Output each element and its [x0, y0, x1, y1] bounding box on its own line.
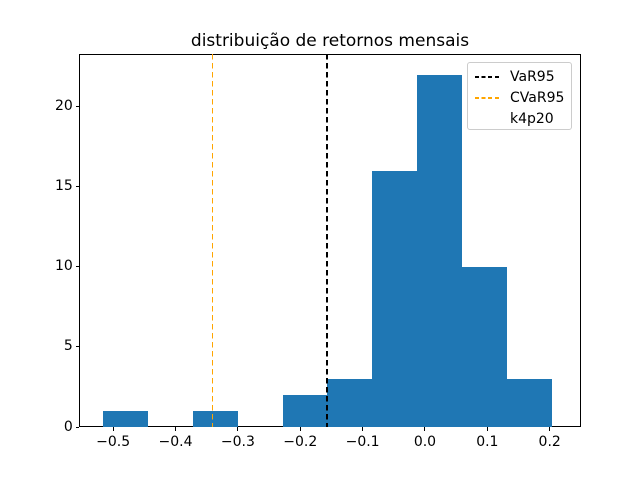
x-tick-label: −0.4 [158, 434, 193, 450]
var95-line [326, 53, 328, 427]
legend-label: CVaR95 [510, 89, 565, 106]
dashed-line-icon [475, 75, 500, 78]
y-tick-label: 10 [54, 258, 73, 275]
y-tick-label: 5 [63, 338, 73, 355]
y-tick-mark [75, 426, 80, 428]
x-tick-label: −0.5 [96, 434, 131, 450]
y-tick-mark [75, 346, 80, 348]
x-tick-label: −0.3 [220, 434, 255, 450]
dashed-line-icon [475, 96, 500, 99]
x-tick-label: 0.2 [538, 434, 561, 450]
x-tick-label: −0.1 [345, 434, 380, 450]
histogram-bar [327, 378, 373, 427]
legend-entry: CVaR95 [468, 87, 571, 108]
x-tick-mark [299, 427, 301, 431]
histogram-bar [417, 74, 463, 427]
y-tick-mark [75, 106, 80, 108]
legend-entry: VaR95 [468, 66, 571, 87]
x-tick-mark [549, 427, 551, 431]
histogram-bar [282, 394, 328, 427]
chart-title: distribuição de retornos mensais [190, 31, 470, 51]
x-tick-label: 0.0 [413, 434, 437, 450]
cvar95-line [211, 53, 214, 427]
x-tick-mark [486, 427, 488, 431]
x-tick-mark [112, 427, 114, 431]
x-tick-label: −0.2 [283, 434, 318, 450]
legend-label: VaR95 [510, 68, 555, 85]
legend-blank-handle [475, 118, 500, 120]
x-tick-mark [362, 427, 364, 431]
legend-entry: k4p20 [468, 108, 571, 129]
legend-label: k4p20 [510, 110, 554, 127]
histogram-bar [507, 378, 553, 427]
histogram-bar [372, 170, 418, 427]
x-tick-mark [424, 427, 426, 431]
x-tick-label: 0.1 [476, 434, 499, 450]
y-tick-label: 15 [54, 178, 73, 195]
legend-box: VaR95 CVaR95 k4p20 [467, 62, 572, 130]
x-tick-mark [237, 427, 239, 431]
histogram-bar [462, 266, 508, 427]
histogram-bar [192, 410, 238, 427]
y-tick-mark [75, 186, 80, 188]
y-tick-mark [75, 266, 80, 268]
y-tick-label: 20 [54, 98, 73, 115]
x-tick-mark [175, 427, 177, 431]
histogram-bar [102, 410, 148, 427]
y-tick-label: 0 [63, 418, 73, 435]
